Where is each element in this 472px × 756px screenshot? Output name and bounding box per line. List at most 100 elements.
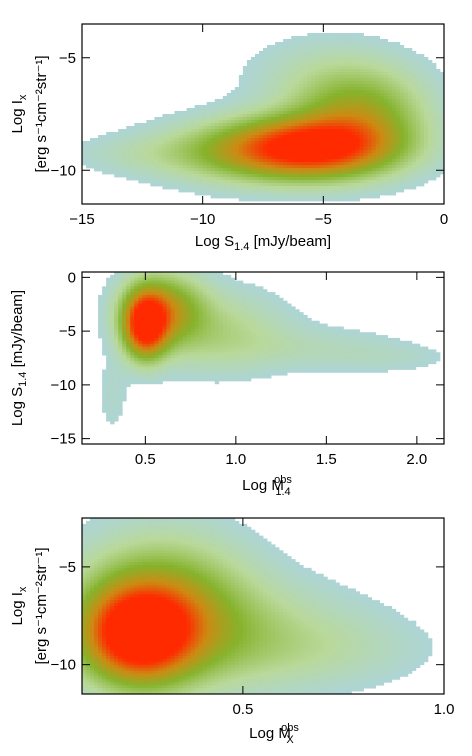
density-cell xyxy=(423,108,429,112)
density-cell xyxy=(170,300,175,304)
density-cell xyxy=(367,168,372,172)
density-cell xyxy=(339,156,344,160)
density-cell xyxy=(238,358,244,362)
density-cell xyxy=(154,363,159,367)
density-cell xyxy=(114,294,119,299)
density-cell xyxy=(383,165,389,169)
density-cell xyxy=(315,33,320,37)
density-cell xyxy=(379,123,385,127)
density-cell xyxy=(355,141,360,145)
density-cell xyxy=(182,317,187,322)
density-cell xyxy=(331,159,336,163)
density-cell xyxy=(359,171,364,175)
density-cell xyxy=(254,171,260,175)
density-cell xyxy=(134,317,139,322)
density-cell xyxy=(138,283,143,287)
density-cell xyxy=(427,162,433,166)
density-cell xyxy=(363,36,368,40)
density-cell xyxy=(118,401,123,405)
density-cell xyxy=(242,337,248,342)
density-cell xyxy=(283,90,288,94)
density-cell xyxy=(311,189,316,193)
density-cell xyxy=(130,306,135,310)
density-cell xyxy=(202,289,208,293)
density-cell xyxy=(399,147,405,151)
density-cell xyxy=(110,153,115,157)
density-cell xyxy=(423,60,429,64)
density-cell xyxy=(182,337,187,342)
density-cell xyxy=(399,189,405,193)
density-cell xyxy=(130,326,135,330)
density-cell xyxy=(158,303,163,307)
density-cell xyxy=(263,183,268,187)
density-cell xyxy=(194,320,200,324)
density-cell xyxy=(391,135,397,139)
density-cell xyxy=(299,198,304,202)
density-cell xyxy=(158,343,163,347)
density-cell xyxy=(387,132,393,136)
density-cell xyxy=(419,87,425,91)
density-cell xyxy=(327,72,332,76)
density-cell xyxy=(355,54,360,58)
density-cell xyxy=(134,380,139,385)
density-cell xyxy=(367,69,372,73)
density-cell xyxy=(315,39,320,43)
density-cell xyxy=(254,108,260,112)
density-cell xyxy=(222,294,228,299)
density-cell xyxy=(403,162,409,166)
density-cell xyxy=(367,141,372,145)
density-cell xyxy=(142,156,147,160)
density-cell xyxy=(122,320,127,324)
density-cell xyxy=(146,292,151,296)
density-cell xyxy=(351,129,356,133)
density-cell xyxy=(287,159,292,163)
density-cell xyxy=(295,99,300,103)
density-cell xyxy=(271,60,276,64)
density-cell xyxy=(311,108,316,112)
density-cell xyxy=(218,343,224,347)
density-cell xyxy=(254,114,260,118)
density-cell xyxy=(98,332,103,336)
density-cell xyxy=(218,165,224,169)
density-cell xyxy=(146,358,151,362)
density-cell xyxy=(355,153,360,157)
density-cell xyxy=(162,280,167,284)
density-cell xyxy=(142,343,147,347)
density-cell xyxy=(142,315,147,319)
density-cell xyxy=(363,144,368,148)
density-cell xyxy=(206,156,212,160)
density-cell xyxy=(379,126,385,130)
density-cell xyxy=(98,335,103,339)
density-cell xyxy=(263,132,268,136)
density-cell xyxy=(118,297,123,302)
density-cell xyxy=(283,135,288,139)
density-cell xyxy=(234,90,240,94)
density-cell xyxy=(238,156,244,160)
density-cell xyxy=(327,51,332,55)
density-cell xyxy=(395,57,401,61)
density-cell xyxy=(210,195,216,199)
density-cell xyxy=(182,375,187,379)
density-cell xyxy=(218,111,224,115)
density-cell xyxy=(190,306,196,310)
density-cell xyxy=(198,355,204,359)
density-cell xyxy=(238,81,244,85)
density-cell xyxy=(178,123,183,127)
density-cell xyxy=(122,150,127,154)
density-cell xyxy=(299,102,304,106)
density-cell xyxy=(178,138,183,142)
density-cell xyxy=(230,309,236,313)
density-cell xyxy=(110,409,115,413)
density-cell xyxy=(323,153,328,157)
density-cell xyxy=(246,192,252,196)
density-cell xyxy=(206,326,212,330)
density-cell xyxy=(134,144,139,148)
density-cell xyxy=(158,289,163,293)
density-cell xyxy=(427,141,433,145)
density-cell xyxy=(226,289,232,293)
density-cell xyxy=(138,340,143,345)
density-cell xyxy=(118,346,123,350)
density-cell xyxy=(291,147,296,151)
density-cell xyxy=(226,177,232,181)
density-cell xyxy=(415,171,421,175)
